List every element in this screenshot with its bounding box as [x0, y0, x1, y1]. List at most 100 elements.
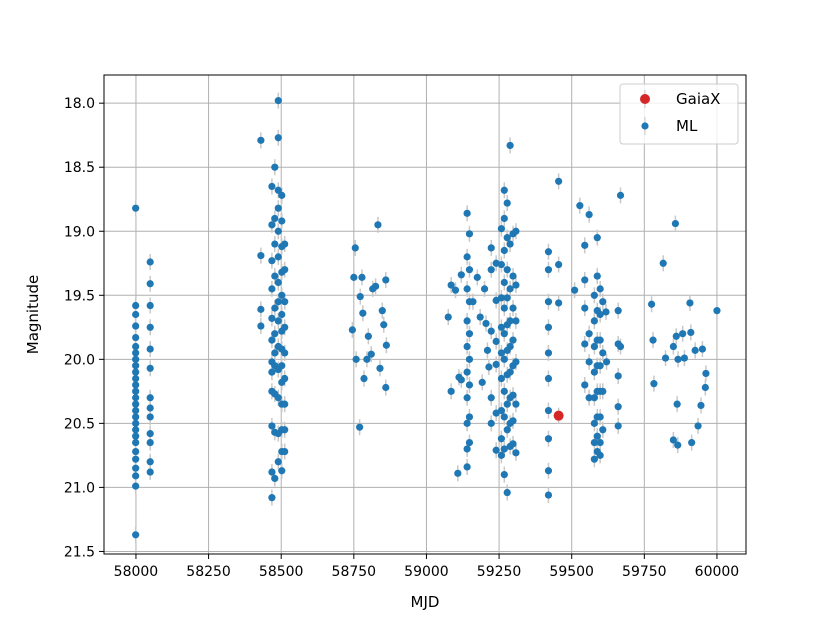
ml-point	[492, 446, 500, 454]
ml-point	[274, 298, 282, 306]
ml-point	[274, 134, 282, 142]
ml-point	[702, 369, 710, 378]
ml-point	[278, 291, 286, 299]
ml-point	[281, 374, 289, 383]
ml-point	[352, 355, 360, 363]
ml-point	[271, 304, 279, 312]
data-points	[132, 97, 721, 539]
ml-point	[268, 336, 276, 344]
ml-point	[500, 186, 508, 194]
ml-point	[367, 350, 375, 358]
ml-point	[599, 349, 607, 357]
ml-point	[451, 286, 460, 294]
ml-point	[647, 300, 656, 308]
ml-point	[380, 321, 388, 329]
x-tick-label: 59250	[477, 564, 522, 580]
x-axis-label: MJD	[411, 593, 440, 611]
ml-point	[500, 413, 508, 421]
ml-point	[465, 355, 474, 363]
ml-point	[271, 214, 279, 223]
ml-point	[146, 323, 154, 331]
ml-point	[132, 301, 140, 310]
ml-point	[378, 307, 386, 315]
ml-point	[447, 387, 455, 395]
ml-point	[274, 278, 282, 287]
ml-point	[146, 258, 154, 266]
ml-point	[281, 298, 289, 306]
ml-point	[146, 404, 154, 412]
ml-point	[500, 445, 508, 453]
y-tick-label: 19.5	[64, 288, 95, 304]
ml-point	[555, 177, 563, 185]
ml-point	[497, 323, 506, 331]
ml-point	[503, 234, 511, 242]
ml-point	[590, 455, 598, 463]
ml-point	[596, 451, 604, 459]
ml-point	[509, 336, 517, 344]
gaiax-point	[553, 410, 564, 421]
ml-point	[497, 225, 506, 233]
ml-point	[506, 342, 514, 351]
ml-point	[268, 182, 276, 191]
ml-point	[503, 400, 511, 408]
ml-point	[500, 304, 508, 312]
ml-point	[497, 406, 506, 415]
ml-point	[506, 368, 514, 376]
ml-point	[544, 323, 553, 331]
ml-point	[146, 280, 154, 288]
ml-point	[463, 317, 471, 325]
ml-point	[701, 383, 709, 392]
ml-point	[544, 406, 553, 415]
ml-point	[278, 191, 286, 199]
ml-point	[274, 97, 282, 105]
ml-point	[351, 244, 359, 252]
ml-point	[274, 317, 282, 325]
ml-point	[500, 470, 508, 479]
ml-point	[132, 419, 140, 427]
legend-marker-ml	[641, 122, 649, 130]
ml-point	[478, 378, 486, 386]
ml-point	[506, 285, 514, 293]
ml-point	[132, 374, 140, 383]
ml-point	[271, 240, 279, 248]
ml-point	[465, 330, 474, 338]
ml-point	[278, 362, 286, 370]
x-tick-label: 58500	[259, 564, 304, 580]
ml-point	[281, 400, 289, 408]
ml-point	[469, 298, 477, 306]
ml-point	[132, 447, 140, 456]
ml-point	[271, 349, 279, 357]
ml-point	[463, 253, 471, 261]
x-tick-label: 59750	[622, 564, 667, 580]
ml-point	[132, 204, 140, 212]
ml-point	[509, 417, 517, 425]
ml-point	[503, 266, 511, 274]
ml-point	[132, 368, 140, 376]
ml-point	[278, 217, 286, 225]
ml-point	[463, 445, 471, 453]
ml-point	[503, 294, 511, 302]
ml-point	[454, 469, 462, 477]
ml-point	[694, 422, 702, 430]
y-axis-ticks: 18.0 18.5 19.0 19.5 20.0 20.5 21.0 21.5	[64, 96, 104, 560]
legend-entry-gaiax: GaiaX	[640, 90, 720, 108]
ml-point	[544, 467, 553, 475]
ml-point	[596, 285, 604, 293]
x-tick-label: 58750	[332, 564, 377, 580]
ml-point	[274, 253, 282, 261]
ml-point	[544, 491, 553, 499]
ml-point	[500, 387, 508, 395]
ml-point	[465, 230, 474, 238]
ml-point	[363, 355, 371, 363]
ml-point	[698, 345, 707, 353]
ml-point	[500, 246, 508, 255]
ml-point	[544, 266, 553, 274]
ml-point	[596, 413, 604, 421]
ml-point	[268, 221, 276, 229]
ml-point	[465, 438, 474, 447]
y-tick-label: 21.5	[64, 544, 95, 560]
ml-point	[500, 278, 508, 287]
ml-point	[650, 380, 658, 388]
ml-point	[497, 260, 506, 269]
